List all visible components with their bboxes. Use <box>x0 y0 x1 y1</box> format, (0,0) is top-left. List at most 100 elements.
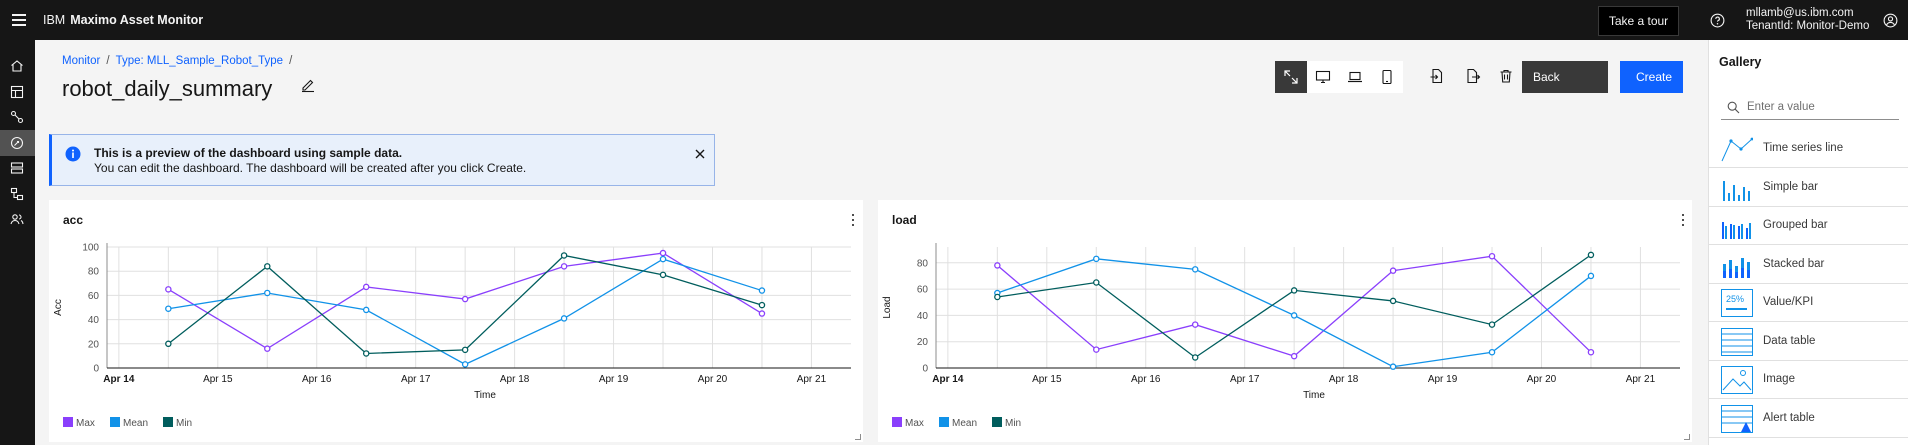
data-point-min <box>1290 287 1298 294</box>
y-tick-label: 0 <box>93 364 99 375</box>
x-tick-label: Apr 16 <box>302 374 332 385</box>
breadcrumb-monitor[interactable]: Monitor <box>62 55 101 67</box>
gallery-item-label: Value/KPI <box>1763 296 1814 308</box>
overflow-menu-icon[interactable] <box>851 214 855 226</box>
resize-handle-icon[interactable] <box>1684 434 1690 440</box>
desktop-view-button[interactable] <box>1307 61 1339 93</box>
y-tick-label: 40 <box>917 311 929 322</box>
import-icon[interactable] <box>1429 68 1445 84</box>
gallery-title: Gallery <box>1719 55 1762 69</box>
edit-icon[interactable] <box>300 77 316 93</box>
gallery-item-grouped-bar[interactable]: Grouped bar <box>1709 207 1908 245</box>
data-point-mean <box>165 305 172 312</box>
menu-icon[interactable] <box>8 8 32 32</box>
x-tick-label: Apr 16 <box>1131 374 1161 385</box>
y-tick-label: 60 <box>88 291 100 302</box>
breadcrumb-type[interactable]: Type: MLL_Sample_Robot_Type <box>115 55 284 67</box>
legend-swatch <box>892 417 902 427</box>
data-point-min <box>362 350 370 357</box>
data-point-max <box>165 286 172 293</box>
x-tick-label: Apr 19 <box>1428 374 1458 385</box>
legend-swatch <box>110 417 120 427</box>
x-tick-label: Apr 20 <box>698 374 728 385</box>
gallery-item-simple-bar[interactable]: Simple bar <box>1709 169 1908 207</box>
data-point-max <box>1093 346 1100 353</box>
image-icon <box>1721 366 1753 394</box>
data-point-max <box>1191 321 1199 328</box>
tablet-icon <box>1382 69 1392 85</box>
svg-text:25%: 25% <box>1726 294 1744 304</box>
top-header: IBM Maximo Asset Monitor Take a tour mlla… <box>0 0 1908 40</box>
data-point-mean <box>461 361 469 368</box>
x-tick-label: Apr 20 <box>1527 374 1557 385</box>
x-tick-label: Apr 14 <box>103 374 135 385</box>
nav-hierarchy[interactable] <box>0 181 35 207</box>
legend-label: Mean <box>123 418 148 429</box>
app-brand[interactable]: IBM Maximo Asset Monitor <box>43 0 203 40</box>
connections-icon <box>10 110 24 124</box>
data-point-mean <box>1587 272 1595 280</box>
data-point-max <box>1587 348 1595 356</box>
delete-icon[interactable] <box>1498 68 1514 84</box>
nav-home[interactable] <box>0 53 35 79</box>
y-tick-label: 20 <box>88 339 100 350</box>
stacked-bar-icon <box>1723 257 1750 278</box>
fit-to-screen-button[interactable] <box>1275 61 1307 93</box>
gallery-item-alert-table[interactable]: Alert table <box>1709 400 1908 438</box>
take-tour-button[interactable]: Take a tour <box>1598 6 1679 36</box>
nav-devices[interactable] <box>0 155 35 181</box>
data-point-mean <box>758 287 766 294</box>
gallery-item-image[interactable]: Image <box>1709 361 1908 399</box>
help-icon[interactable] <box>1710 13 1725 28</box>
tenant-id: TenantId: Monitor-Demo <box>1746 20 1870 32</box>
chart-card-acc[interactable]: acc 0 20 40 60 80 100 Apr 14 Apr 15 Apr 16 Apr 17… <box>49 200 863 442</box>
chart-card-load[interactable]: load 0 20 40 60 80 Apr 14 Apr 15 Apr 16 Apr 17 Ap… <box>878 200 1692 442</box>
y-tick-label: 20 <box>917 337 929 348</box>
tablet-view-button[interactable] <box>1371 61 1403 93</box>
chart-grid <box>107 246 851 369</box>
gallery-item-time-series-line[interactable]: Time series line <box>1709 130 1908 168</box>
gallery-search-input[interactable] <box>1747 96 1895 118</box>
gallery-item-label: Time series line <box>1763 142 1844 154</box>
user-avatar-icon[interactable] <box>1883 13 1898 28</box>
info-icon <box>65 146 81 162</box>
dashboard-icon <box>10 85 24 99</box>
nav-monitor[interactable] <box>0 130 35 156</box>
export-icon[interactable] <box>1465 68 1481 84</box>
data-point-min <box>1093 279 1100 286</box>
data-point-mean <box>1488 348 1496 356</box>
data-point-min <box>758 301 766 309</box>
close-icon[interactable] <box>692 146 708 162</box>
preview-notification: This is a preview of the dashboard using… <box>49 134 715 186</box>
gallery-item-data-table[interactable]: Data table <box>1709 323 1908 361</box>
resize-handle-icon[interactable] <box>855 434 861 440</box>
laptop-view-button[interactable] <box>1339 61 1371 93</box>
breadcrumb-separator: / <box>289 55 293 67</box>
data-point-min <box>659 271 667 279</box>
data-point-min <box>165 340 172 348</box>
time-series-line-icon <box>1721 137 1753 162</box>
x-axis-label: Time <box>474 390 496 401</box>
create-button[interactable]: Create <box>1620 61 1683 93</box>
nav-dashboard[interactable] <box>0 79 35 105</box>
data-point-mean <box>1389 363 1397 370</box>
x-axis-label: Time <box>1303 390 1325 401</box>
line-chart-acc: 0 20 40 60 80 100 Apr 14 Apr 15 Apr 16 Apr 17 Apr … <box>53 243 851 429</box>
desktop-icon <box>1315 70 1331 84</box>
data-point-min <box>994 293 1001 301</box>
simple-bar-icon <box>1723 180 1750 201</box>
gallery-item-value-kpi[interactable]: 25% Value/KPI <box>1709 284 1908 322</box>
nav-connections[interactable] <box>0 104 35 130</box>
gallery-item-stacked-bar[interactable]: Stacked bar <box>1709 246 1908 284</box>
data-point-max <box>264 345 271 352</box>
nav-users[interactable] <box>0 206 35 232</box>
legend-label: Max <box>905 418 924 429</box>
x-tick-label: Apr 17 <box>401 374 431 385</box>
side-nav <box>0 40 35 445</box>
overflow-menu-icon[interactable] <box>1681 214 1685 226</box>
y-tick-label: 60 <box>917 285 929 296</box>
gallery-panel: Gallery Time series line Simple bar Groupe… <box>1708 40 1908 445</box>
data-point-max <box>1290 352 1298 360</box>
back-button[interactable]: Back <box>1522 61 1608 93</box>
data-point-mean <box>1191 266 1199 273</box>
